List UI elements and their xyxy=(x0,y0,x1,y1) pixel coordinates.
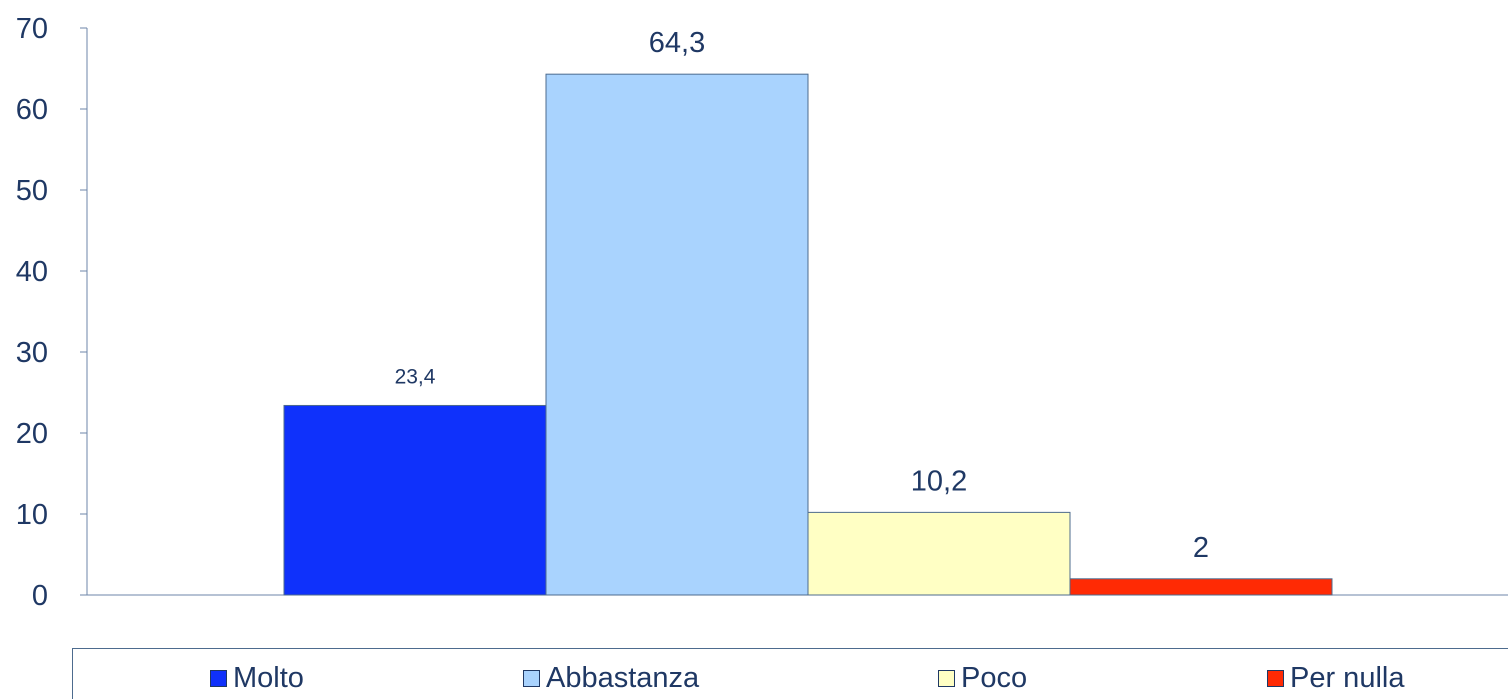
legend-swatch-poco xyxy=(938,669,955,687)
y-tick-label: 50 xyxy=(16,175,48,207)
bar-per-nulla xyxy=(1069,578,1333,596)
legend: Molto Abbastanza Poco Per nulla xyxy=(72,648,1508,699)
y-tick-label: 10 xyxy=(16,499,48,531)
bar-molto xyxy=(283,404,547,596)
bar-abbastanza xyxy=(545,73,809,596)
legend-swatch-per-nulla xyxy=(1267,669,1284,687)
legend-item-abbastanza: Abbastanza xyxy=(523,661,700,694)
legend-item-poco: Poco xyxy=(938,661,1028,694)
legend-label-per-nulla: Per nulla xyxy=(1290,661,1405,694)
legend-item-molto: Molto xyxy=(210,661,304,694)
legend-label-poco: Poco xyxy=(961,661,1028,694)
value-labels: 23,4 64,3 10,2 2 xyxy=(395,27,1210,564)
value-label-molto: 23,4 xyxy=(395,365,436,388)
legend-swatch-molto xyxy=(210,669,227,687)
value-label-poco: 10,2 xyxy=(911,465,967,497)
bars xyxy=(283,73,1333,596)
value-label-per-nulla: 2 xyxy=(1193,532,1209,564)
legend-label-molto: Molto xyxy=(233,661,304,694)
legend-swatch-abbastanza xyxy=(523,669,540,687)
y-tick-label: 30 xyxy=(16,337,48,369)
value-label-abbastanza: 64,3 xyxy=(649,27,705,59)
y-tick-label: 60 xyxy=(16,94,48,126)
y-tick-label: 0 xyxy=(32,580,48,612)
legend-item-per-nulla: Per nulla xyxy=(1267,661,1405,694)
legend-label-abbastanza: Abbastanza xyxy=(546,661,700,694)
y-tick-label: 70 xyxy=(16,13,48,45)
y-tick-label: 20 xyxy=(16,418,48,450)
y-tick-label: 40 xyxy=(16,256,48,288)
bar-poco xyxy=(807,511,1071,596)
